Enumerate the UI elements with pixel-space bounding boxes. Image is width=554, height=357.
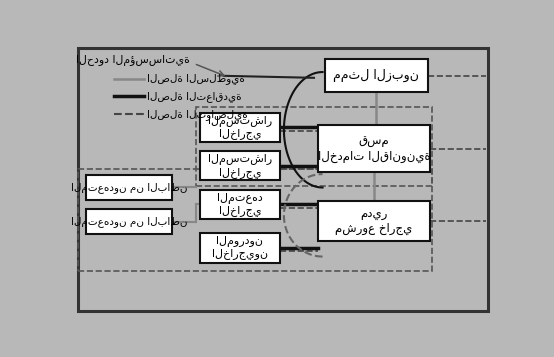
Bar	[78, 169, 432, 271]
Text: مدير
مشروع خارجي: مدير مشروع خارجي	[336, 207, 413, 235]
Text: الحدود المؤسساتية: الحدود المؤسساتية	[75, 55, 189, 66]
Bar	[318, 125, 430, 172]
Bar	[318, 201, 430, 241]
Text: الموردون
الخارجيون: الموردون الخارجيون	[212, 236, 268, 260]
Bar	[86, 209, 172, 234]
Bar	[200, 151, 280, 180]
Bar	[200, 232, 280, 263]
Bar	[200, 113, 280, 142]
Text: المستشار
الخارجي: المستشار الخارجي	[208, 116, 272, 139]
Text: الصلة التعاقدية: الصلة التعاقدية	[146, 91, 241, 102]
Text: ممثل الزبون: ممثل الزبون	[334, 69, 419, 82]
Text: المتعهد
الخارجي: المتعهد الخارجي	[217, 192, 263, 216]
Text: الصلة السلطوية: الصلة السلطوية	[146, 73, 244, 84]
Bar	[86, 175, 172, 200]
Text: الصلة التواصلية: الصلة التواصلية	[146, 109, 247, 120]
Text: المستشار
الخارجي: المستشار الخارجي	[208, 154, 272, 178]
Bar	[200, 190, 280, 219]
Bar	[196, 107, 432, 186]
Text: المتعهدون من الباطن: المتعهدون من الباطن	[71, 182, 188, 193]
Text: المتعهدون من الباطن: المتعهدون من الباطن	[71, 216, 188, 227]
Bar	[325, 59, 428, 92]
Text: قسم
الخدمات القانونية: قسم الخدمات القانونية	[318, 135, 430, 163]
